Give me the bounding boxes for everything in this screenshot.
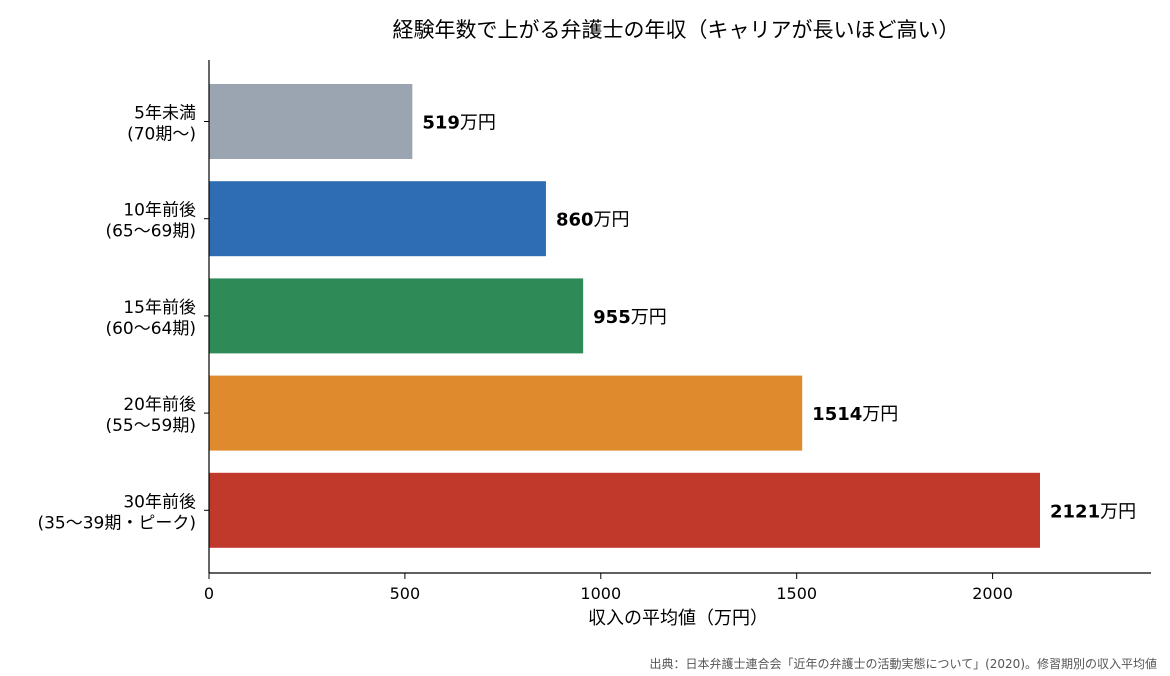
category-label-5-line2: (35〜39期・ピーク) (37, 513, 196, 533)
category-label-5-line1: 30年前後 (123, 492, 196, 512)
category-label-2-line1: 10年前後 (123, 201, 196, 221)
value-label-5: 2121万円 (1050, 501, 1136, 522)
category-label-3-line2: (60〜64期) (105, 319, 196, 339)
x-tick-label-1000: 1000 (580, 584, 621, 603)
category-label-4-line2: (55〜59期) (105, 416, 196, 436)
bar-4 (209, 375, 803, 451)
value-label-4: 1514万円 (812, 404, 898, 425)
category-label-2-line2: (65〜69期) (105, 222, 196, 242)
bar-1 (209, 84, 413, 159)
category-label-1-line1: 5年未満 (134, 104, 196, 124)
value-label-2: 860万円 (556, 210, 630, 231)
bars-layer (209, 84, 1040, 548)
x-ticks-layer: 0 500 1000 1500 2000 (204, 573, 1013, 603)
value-label-1: 519万円 (422, 113, 496, 134)
category-label-4-line1: 20年前後 (123, 395, 196, 415)
bar-2 (209, 181, 546, 257)
x-tick-label-2000: 2000 (972, 584, 1013, 603)
x-tick-label-500: 500 (390, 584, 421, 603)
chart-title: 経験年数で上がる弁護士の年収（キャリアが長いほど高い） (393, 18, 960, 42)
x-tick-label-1500: 1500 (776, 584, 817, 603)
category-labels-layer: 5年未満(70期〜) 10年前後(65〜69期) 15年前後(60〜64期) 20年前… (37, 104, 209, 533)
value-labels-layer: 519万円 860万円 955万円 1514万円 2121万円 (422, 113, 1136, 523)
value-label-3: 955万円 (593, 307, 667, 328)
bar-5 (209, 472, 1040, 548)
bar-3 (209, 278, 584, 354)
source-note: 出典：日本弁護士連合会「近年の弁護士の活動実態について」(2020)。修習期別の… (649, 656, 1157, 671)
x-tick-label-0: 0 (204, 584, 214, 603)
category-label-1-line2: (70期〜) (127, 125, 196, 145)
x-axis-title: 収入の平均値（万円） (588, 608, 768, 629)
category-label-3-line1: 15年前後 (123, 298, 196, 318)
